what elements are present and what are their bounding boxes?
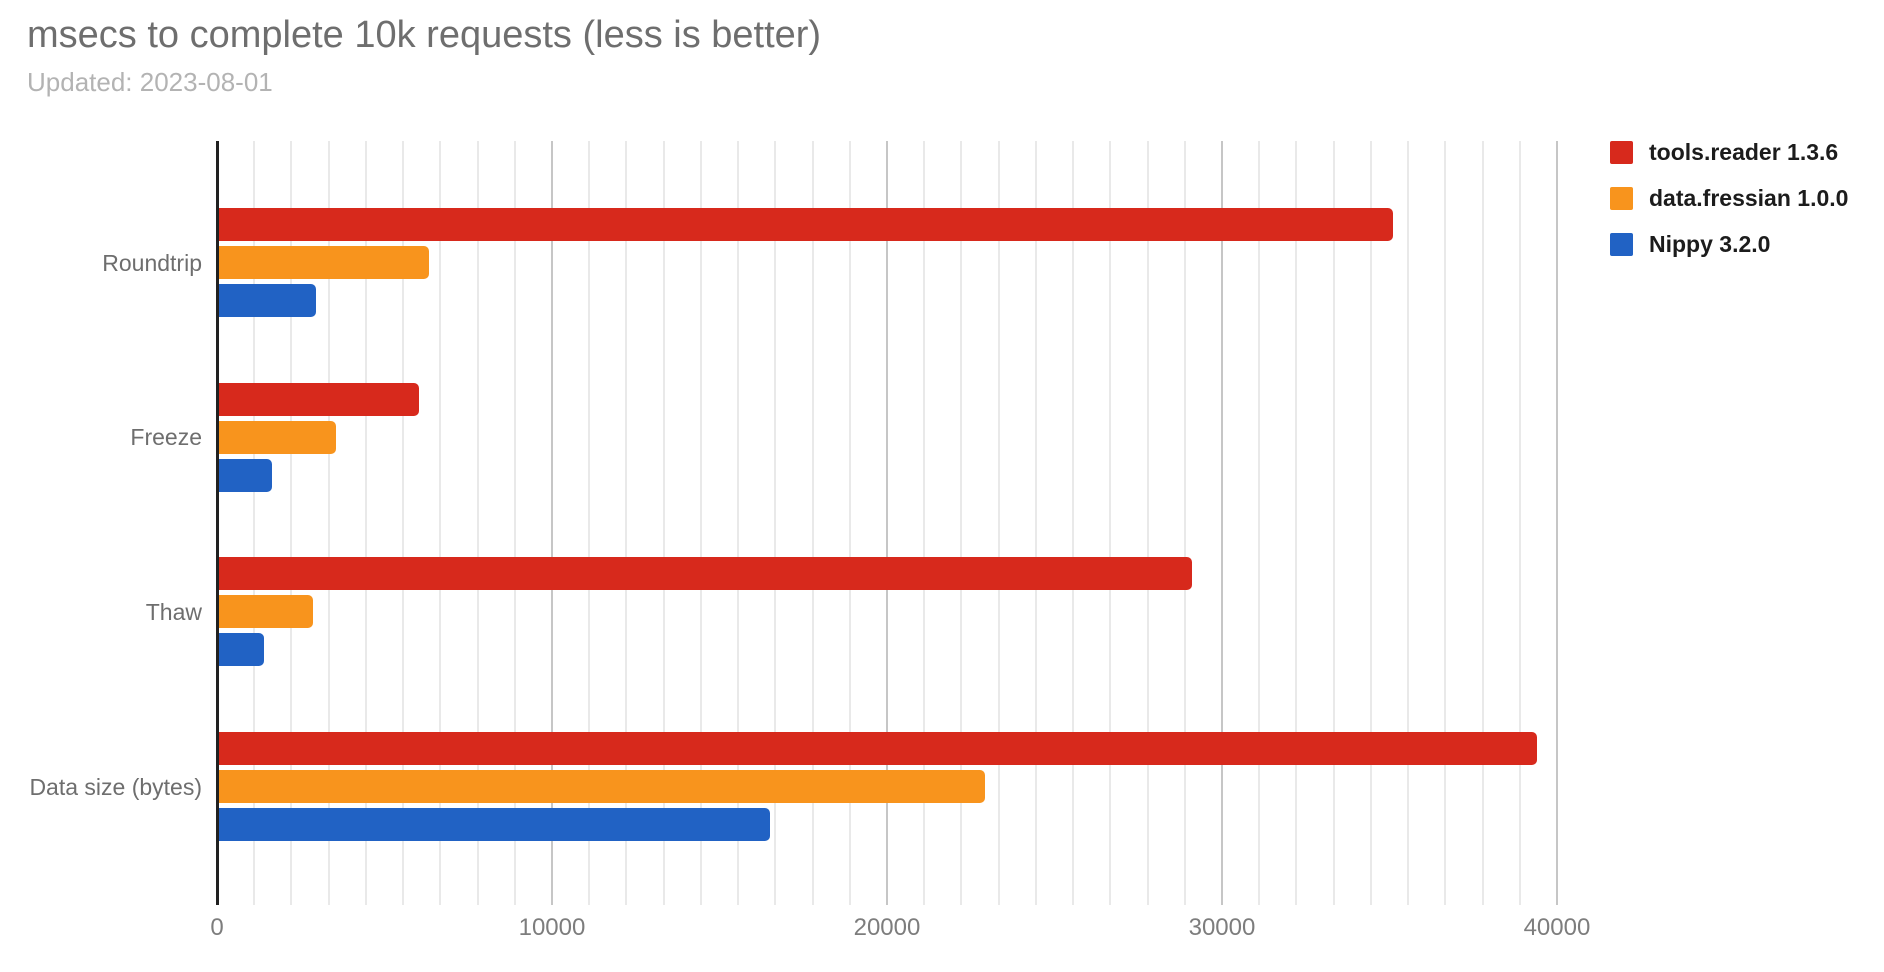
minor-gridline (1034, 141, 1037, 905)
minor-gridline (476, 141, 479, 905)
y-axis-line (216, 141, 219, 905)
legend-label: tools.reader 1.3.6 (1649, 138, 1839, 165)
bar (219, 595, 314, 629)
legend: tools.reader 1.3.6 data.fressian 1.0.0 Nip… (1610, 129, 1848, 267)
minor-gridline (737, 141, 740, 905)
x-tick-label: 20000 (853, 914, 921, 941)
minor-gridline (960, 141, 963, 905)
minor-gridline (1369, 141, 1372, 905)
minor-gridline (253, 141, 256, 905)
legend-swatch (1610, 186, 1633, 210)
minor-gridline (588, 141, 591, 905)
bar (219, 770, 985, 804)
bar (219, 557, 1193, 591)
minor-gridline (1146, 141, 1149, 905)
bar (219, 458, 272, 492)
legend-item: tools.reader 1.3.6 (1610, 129, 1848, 175)
minor-gridline (1295, 141, 1298, 905)
legend-swatch (1610, 140, 1633, 164)
minor-gridline (1183, 141, 1186, 905)
major-gridline (1555, 141, 1558, 905)
minor-gridline (774, 141, 777, 905)
minor-gridline (1072, 141, 1075, 905)
bar-group (219, 557, 1565, 667)
plot-area (216, 141, 1565, 905)
minor-gridline (997, 141, 1000, 905)
category-label: Roundtrip (102, 249, 202, 276)
x-tick-label: 40000 (1523, 914, 1591, 941)
minor-gridline (402, 141, 405, 905)
minor-gridline (327, 141, 330, 905)
major-gridline (885, 141, 888, 905)
x-tick-label: 30000 (1188, 914, 1256, 941)
legend-item: data.fressian 1.0.0 (1610, 175, 1848, 221)
bar (219, 732, 1537, 766)
category-label: Thaw (145, 598, 202, 625)
chart-title: msecs to complete 10k requests (less is … (27, 14, 822, 56)
category-label: Data size (bytes) (29, 773, 202, 800)
minor-gridline (811, 141, 814, 905)
bar (219, 382, 420, 416)
minor-gridline (1332, 141, 1335, 905)
minor-gridline (662, 141, 665, 905)
x-tick-label: 0 (210, 914, 224, 941)
legend-swatch (1610, 232, 1633, 256)
category-label: Freeze (130, 424, 202, 451)
legend-label: Nippy 3.2.0 (1649, 230, 1771, 257)
legend-label: data.fressian 1.0.0 (1649, 184, 1849, 211)
minor-gridline (290, 141, 293, 905)
minor-gridline (1481, 141, 1484, 905)
bar (219, 246, 430, 279)
minor-gridline (439, 141, 442, 905)
minor-gridline (699, 141, 702, 905)
bar-group (219, 208, 1565, 317)
minor-gridline (848, 141, 851, 905)
chart-header: msecs to complete 10k requests (less is … (27, 14, 821, 98)
bar-group (219, 732, 1565, 842)
bar (219, 808, 770, 842)
bar (219, 420, 336, 454)
bar (219, 208, 1394, 241)
minor-gridline (513, 141, 516, 905)
minor-gridline (1518, 141, 1521, 905)
legend-item: Nippy 3.2.0 (1610, 221, 1848, 267)
major-gridline (550, 141, 553, 905)
bar (219, 284, 316, 317)
minor-gridline (923, 141, 926, 905)
minor-gridline (1109, 141, 1112, 905)
x-tick-label: 10000 (518, 914, 586, 941)
major-gridline (1220, 141, 1223, 905)
minor-gridline (625, 141, 628, 905)
minor-gridline (1407, 141, 1410, 905)
bar (219, 633, 264, 667)
bar-group (219, 382, 1565, 492)
minor-gridline (1258, 141, 1261, 905)
chart-subtitle: Updated: 2023-08-01 (27, 67, 273, 97)
minor-gridline (364, 141, 367, 905)
minor-gridline (1444, 141, 1447, 905)
